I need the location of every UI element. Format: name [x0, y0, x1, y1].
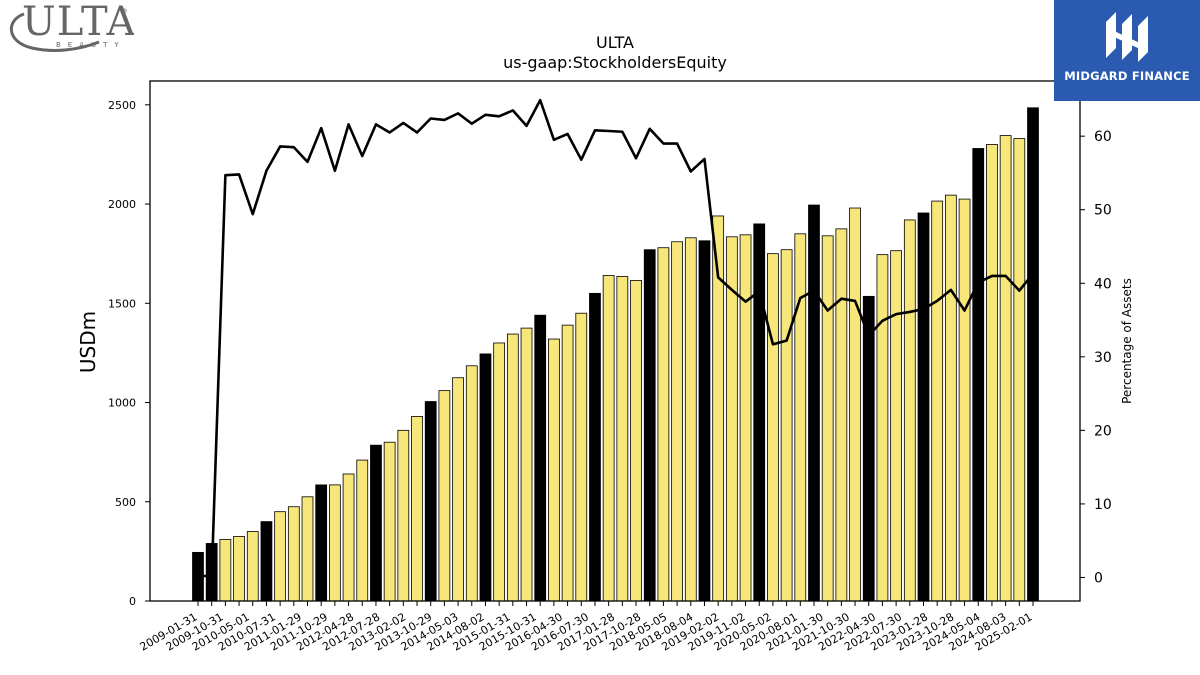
bar-quarter [506, 333, 519, 602]
bar-annual [315, 484, 328, 602]
bar-quarter [301, 496, 314, 602]
ulta-beauty-logo: ULTA ® BEAUTY [4, 0, 136, 58]
bar-quarter [657, 247, 670, 602]
bar-quarter [452, 377, 464, 602]
y-tick-label: 2000 [108, 198, 136, 211]
bar-annual [479, 353, 492, 602]
y-tick-label: 500 [115, 496, 136, 509]
bar-quarter [958, 198, 971, 602]
svg-text:®: ® [122, 8, 128, 15]
bar-quarter [767, 253, 779, 602]
bar-annual [589, 292, 601, 602]
y2-tick-label: 20 [1094, 423, 1112, 439]
y-axis-left: 0 500 1000 1500 2000 2500 [108, 99, 150, 608]
y-axis-label: USDm [76, 311, 100, 373]
bar-quarter [493, 342, 506, 602]
bar-quarter [876, 254, 889, 602]
bar-annual [917, 212, 930, 602]
bar-quarter [575, 312, 588, 602]
bar-quarter [397, 429, 410, 602]
bars-layer [192, 107, 1039, 602]
bar-quarter [219, 539, 232, 602]
bar-quarter [561, 324, 574, 602]
svg-text:ULTA: ULTA [22, 2, 134, 45]
y-tick-label: 1500 [108, 297, 136, 310]
y2-tick-label: 30 [1094, 350, 1112, 366]
bar-quarter [342, 473, 355, 602]
bar-quarter [411, 416, 423, 602]
bar-annual [534, 314, 547, 602]
y-axis-right: 0 10 20 30 40 50 60 [1080, 129, 1112, 586]
y2-tick-label: 0 [1094, 570, 1103, 586]
bar-annual [753, 223, 766, 602]
pct-assets-line [198, 98, 1035, 578]
bar-quarter [671, 241, 683, 602]
bar-quarter [986, 144, 998, 602]
bar-annual [643, 249, 656, 602]
bar-quarter [794, 233, 807, 602]
bar-quarter [465, 365, 478, 602]
bar-quarter [246, 531, 259, 602]
plot-frame [149, 80, 1081, 602]
bar-quarter [616, 276, 629, 602]
bar-quarter [999, 135, 1012, 602]
bar-annual [370, 444, 382, 602]
svg-text:BEAUTY: BEAUTY [56, 41, 126, 49]
bar-quarter [835, 228, 848, 602]
y-tick-label: 0 [129, 595, 136, 608]
bar-annual [1027, 107, 1039, 602]
bar-annual [972, 148, 985, 602]
bar-quarter [684, 237, 697, 602]
bar-quarter [821, 235, 834, 602]
bar-quarter [944, 194, 957, 602]
bar-quarter [233, 536, 245, 602]
bar-quarter [548, 338, 560, 602]
y-tick-label: 1000 [108, 397, 136, 410]
bar-quarter [931, 200, 944, 602]
bar-quarter [602, 275, 615, 602]
y2-axis-label: Percentage of Assets [1120, 278, 1134, 404]
bar-annual [808, 204, 820, 602]
bar-quarter [780, 249, 793, 602]
y2-tick-label: 10 [1094, 497, 1112, 513]
bar-quarter [287, 506, 300, 602]
bar-annual [698, 240, 711, 602]
bar-quarter [739, 234, 752, 602]
bar-annual [862, 295, 875, 602]
bar-quarter [903, 219, 916, 602]
x-axis: 2009-01-312009-10-312010-05-012010-07-31… [138, 601, 1035, 654]
bar-annual [260, 521, 273, 602]
bar-quarter [329, 484, 341, 602]
bar-quarter [1013, 138, 1026, 602]
bar-quarter [274, 511, 287, 602]
bar-quarter [383, 441, 396, 602]
bar-annual [424, 401, 437, 602]
midgard-finance-logo: MIDGARD FINANCE [1054, 0, 1200, 101]
chart-title: ULTA [596, 33, 634, 52]
y-tick-label: 2500 [108, 99, 136, 112]
chart-subtitle: us-gaap:StockholdersEquity [503, 53, 727, 72]
bar-quarter [438, 390, 451, 602]
y2-tick-label: 60 [1094, 129, 1112, 145]
midgard-finance-wordmark: MIDGARD FINANCE [1064, 69, 1190, 83]
bar-quarter [630, 280, 642, 602]
line-layer [198, 98, 1035, 578]
y2-tick-label: 40 [1094, 276, 1112, 292]
bar-quarter [849, 207, 861, 602]
bar-quarter [356, 459, 369, 602]
bar-quarter [520, 327, 533, 602]
bar-quarter [890, 250, 902, 602]
y2-tick-label: 50 [1094, 203, 1112, 219]
